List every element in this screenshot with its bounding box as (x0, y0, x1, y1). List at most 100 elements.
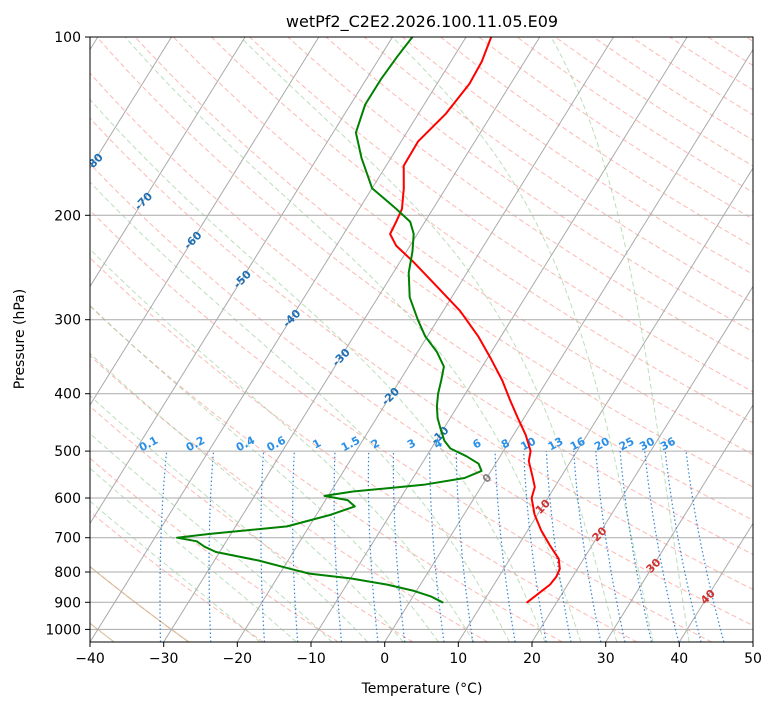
dry-adiabat-line (90, 256, 638, 642)
dewpoint-profile-line (176, 37, 483, 604)
profile-series (176, 37, 561, 604)
isotherm-label: -40 (280, 307, 303, 330)
dry-adiabat-line (90, 511, 264, 642)
y-axis-ticks: 100 200 300 400 500 600 700 800 900 1000 (45, 30, 90, 638)
temperature-profile-line (389, 37, 561, 604)
mixing-ratio-line (455, 451, 474, 642)
y-tick-label: 900 (54, 595, 81, 611)
mixing-ratio-line (573, 451, 602, 642)
moist-adiabat-line (124, 37, 582, 642)
moist-adiabat-line (90, 352, 404, 642)
isotherm-label: -80 (83, 150, 106, 173)
x-axis-label: Temperature (°C) (361, 681, 483, 697)
isotherm-line (90, 37, 393, 525)
mixing-ratio-line (494, 451, 516, 642)
mixing-ratio-label: 3 (405, 436, 418, 451)
y-tick-label: 400 (54, 387, 81, 403)
isotherm-line (90, 37, 246, 288)
isotherm-line (605, 404, 753, 642)
moist-adiabat-line (391, 37, 654, 642)
x-tick-label: −10 (296, 651, 326, 667)
line-labels: 0.1 0.2 0.4 0.6 1 1.5 2 3 4 6 8 10 13 16 20 25 30 36-100-… (0, 70, 718, 607)
isotherm-line (678, 522, 753, 642)
dry-adiabat-line (90, 163, 753, 627)
dry-adiabat-line (707, 37, 753, 66)
x-tick-label: 20 (523, 651, 541, 667)
isotherm-label: -50 (231, 268, 254, 291)
mixing-ratio-line (685, 451, 725, 642)
moist-adiabat-line (90, 500, 261, 642)
mixing-ratio-line (159, 451, 168, 642)
mixing-ratio-line (208, 451, 215, 642)
mixing-ratio-line (619, 451, 653, 642)
wetbulb-label: 40 (698, 587, 718, 607)
y-tick-label: 700 (54, 531, 81, 547)
y-tick-label: 300 (54, 313, 81, 329)
dry-adiabat-line (669, 37, 753, 91)
moist-adiabat-line (90, 432, 333, 642)
y-tick-label: 800 (54, 565, 81, 581)
x-tick-label: −40 (75, 651, 105, 667)
moist-adiabat-line (240, 37, 618, 642)
dry-adiabat-line (173, 37, 753, 456)
isotherm-line (236, 37, 614, 642)
mixing-ratio-label: 2 (369, 436, 382, 451)
dry-adiabat-line (249, 37, 753, 393)
mixing-ratio-line (545, 451, 572, 642)
dry-adiabat-line (593, 37, 753, 141)
isotherm-label: -30 (330, 346, 353, 369)
dry-adiabat-line (90, 405, 414, 642)
dry-adiabat-line (90, 209, 712, 642)
x-axis-ticks: −40 −30 −20 −10 0 10 20 30 40 50 (75, 642, 762, 667)
y-tick-label: 200 (54, 208, 81, 224)
y-axis-label: Pressure (hPa) (12, 289, 28, 389)
dry-adiabat-line (90, 117, 753, 591)
x-tick-label: 40 (670, 651, 688, 667)
mixing-ratio-line (429, 451, 445, 642)
plot-frame (89, 36, 754, 643)
y-tick-label: 500 (54, 444, 81, 460)
background-lines (90, 37, 753, 642)
dry-adiabat-line (745, 37, 753, 42)
isotherm-label: -100 (0, 70, 10, 99)
wetbulb-label: 0 (480, 471, 495, 486)
dry-adiabat-line (90, 72, 753, 556)
dry-adiabat-line (90, 354, 488, 642)
moist-adiabat-line (550, 37, 690, 642)
mixing-ratio-label: 16 (568, 435, 588, 454)
mixing-ratio-line (644, 451, 680, 642)
x-tick-label: 10 (449, 651, 467, 667)
wetbulb-label: 20 (590, 524, 610, 544)
dry-adiabat-line (90, 305, 563, 642)
isotherm-label: -60 (181, 228, 204, 251)
mixing-ratio-label: 13 (546, 435, 566, 454)
mixing-ratio-label: 30 (637, 435, 657, 454)
moist-adiabat-line (90, 304, 439, 642)
isotherm-line (752, 641, 753, 642)
isotherm-label: -90 (33, 111, 56, 134)
isotherm-line (531, 285, 753, 642)
x-tick-label: −20 (223, 651, 253, 667)
dry-adiabat-line (90, 457, 339, 642)
isotherm-line (90, 37, 172, 170)
mixing-ratio-label: 20 (592, 435, 612, 454)
x-tick-label: 50 (744, 651, 762, 667)
y-tick-label: 600 (54, 491, 81, 507)
mixing-ratio-line (664, 451, 702, 642)
isotherm-line (90, 37, 467, 642)
reference-curve-line (90, 565, 190, 642)
y-tick-label: 100 (54, 30, 81, 46)
dry-adiabat-line (90, 566, 190, 642)
moist-adiabat-line (90, 248, 475, 642)
x-tick-label: 30 (597, 651, 615, 667)
dry-adiabat-line (478, 37, 753, 220)
isotherm-line (310, 37, 688, 642)
x-tick-label: −30 (149, 651, 179, 667)
isotherm-line (384, 48, 753, 642)
chart-title: wetPf2_C2E2.2026.100.11.05.E09 (286, 12, 558, 32)
mixing-ratio-label: 25 (617, 435, 637, 454)
dry-adiabat-line (287, 37, 753, 363)
isotherm-line (163, 37, 541, 642)
dry-adiabat-line (134, 37, 753, 488)
dry-adiabat-line (325, 37, 753, 333)
